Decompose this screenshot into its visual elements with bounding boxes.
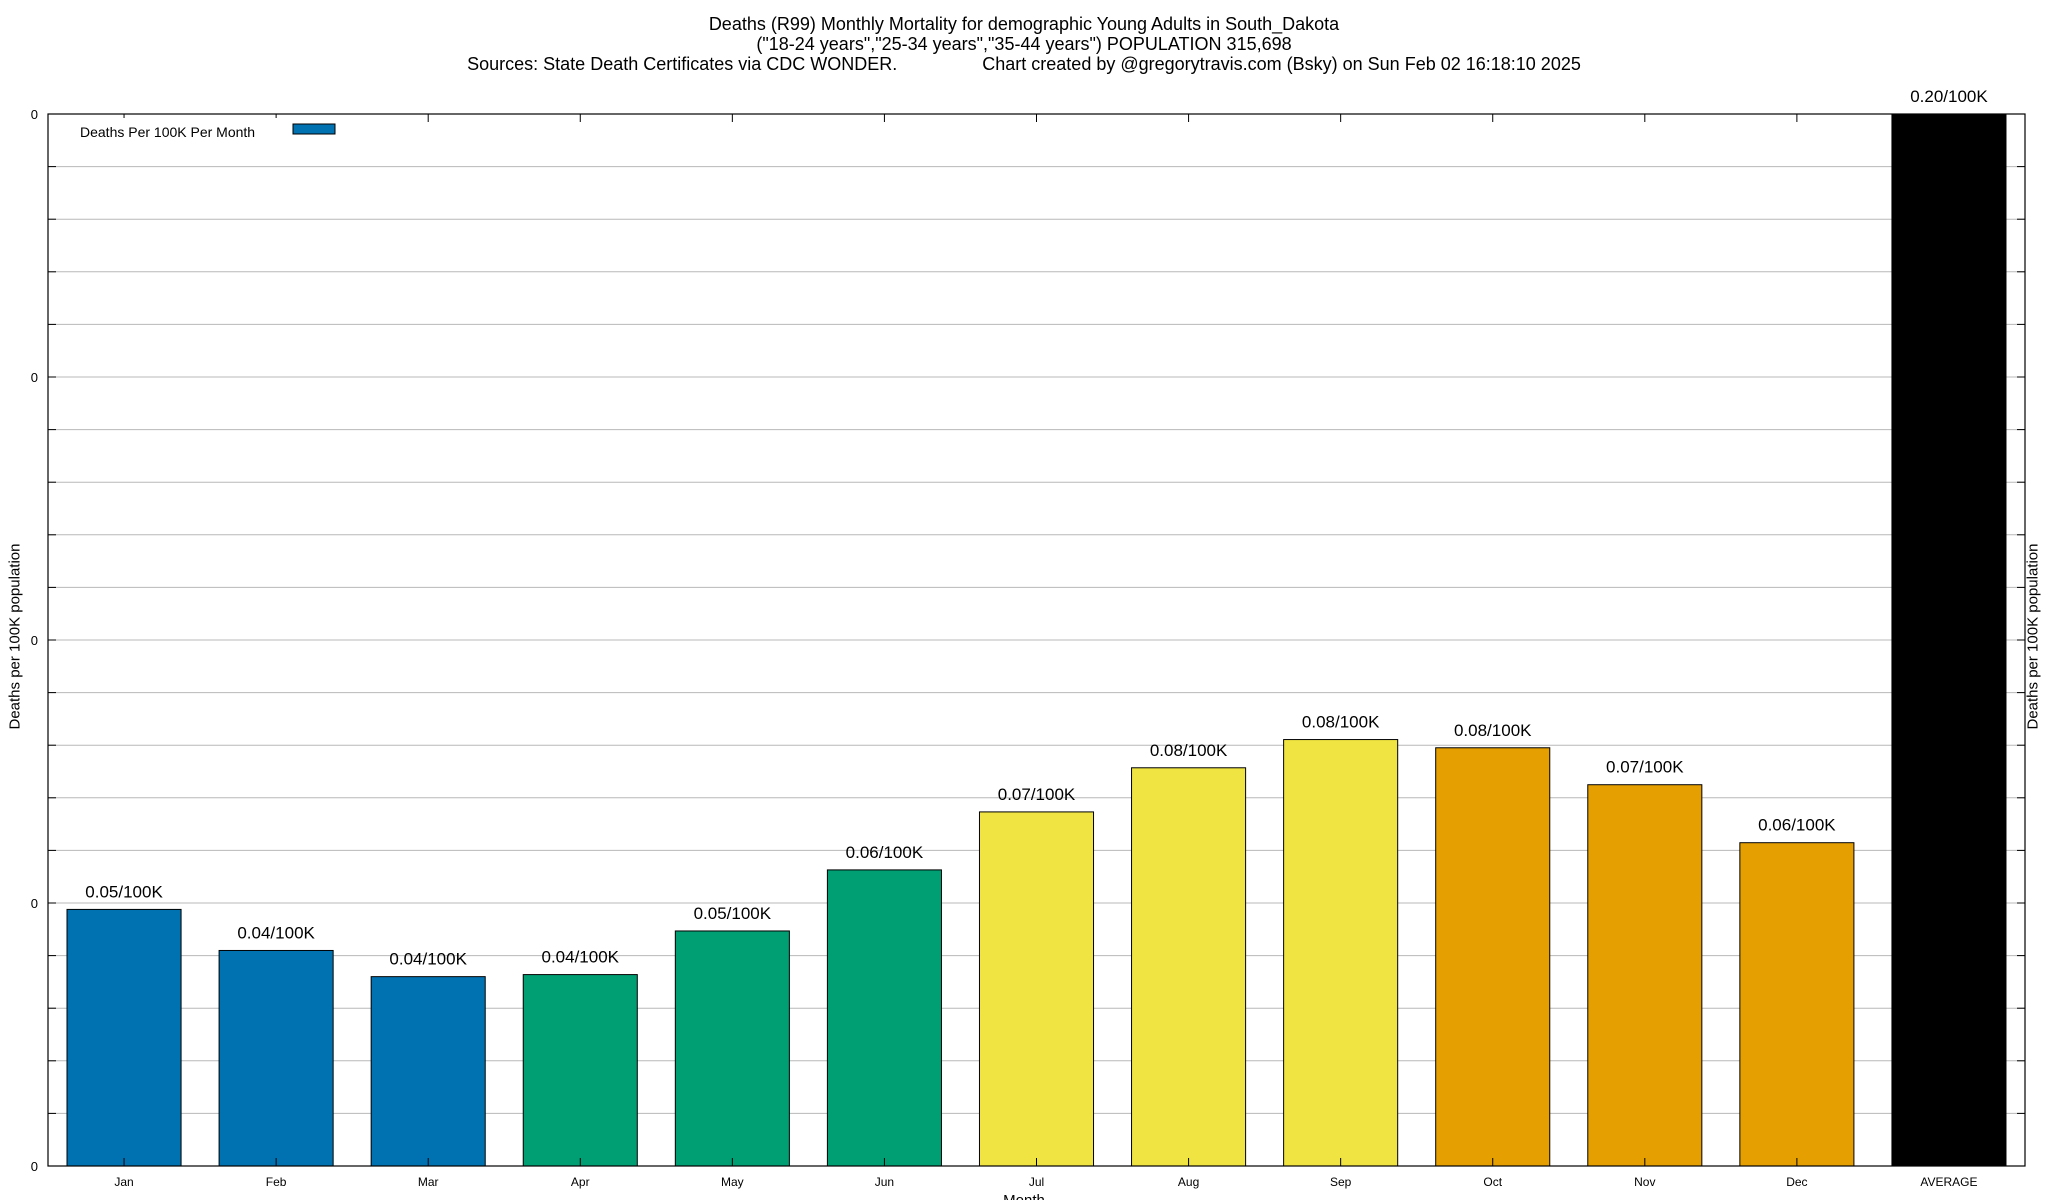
data-label: 0.05/100K: [694, 904, 772, 923]
y-tick-label: 0: [31, 1159, 38, 1174]
x-tick-label: Sep: [1330, 1175, 1352, 1189]
x-tick-label: Nov: [1634, 1175, 1655, 1189]
bar-mar: [370, 976, 486, 1167]
data-label: 0.08/100K: [1150, 741, 1228, 760]
bar-jul: [978, 811, 1095, 1167]
x-tick-label: Jul: [1029, 1175, 1044, 1189]
data-label: 0.08/100K: [1302, 713, 1380, 732]
x-tick-label: Jan: [114, 1175, 133, 1189]
data-label: 0.20/100K: [1910, 87, 1988, 106]
x-tick-label: Feb: [266, 1175, 287, 1189]
bar-oct: [1435, 747, 1551, 1167]
plot-frame: [47, 113, 2026, 1167]
data-label: 0.04/100K: [389, 950, 467, 969]
x-tick-label: AVERAGE: [1920, 1175, 1977, 1189]
data-label: 0.08/100K: [1454, 721, 1532, 740]
bar-sep: [1283, 739, 1399, 1167]
x-tick-label: Apr: [571, 1175, 590, 1189]
axis-ticks: 0 0 0 0 0 Jan Feb Mar Apr May Jun Jul Aug Sep Oct Nov De…: [31, 107, 2025, 1189]
legend-swatch: [292, 123, 336, 135]
x-tick-label: Mar: [418, 1175, 439, 1189]
data-label: 0.04/100K: [237, 923, 315, 942]
chart-subtitle: ("18-24 years","25-34 years","35-44 year…: [756, 34, 1292, 54]
bar-average: [1891, 113, 2007, 1167]
data-label: 0.05/100K: [85, 882, 163, 901]
x-tick-label: Oct: [1483, 1175, 1502, 1189]
y-tick-label: 0: [31, 896, 38, 911]
chart-title: Deaths (R99) Monthly Mortality for demog…: [708, 14, 1340, 34]
bar-aug: [1131, 767, 1247, 1167]
y-tick-label: 0: [31, 633, 38, 648]
chart-source-line: Sources: State Death Certificates via CD…: [467, 54, 1581, 74]
x-tick-label: Aug: [1178, 1175, 1199, 1189]
x-tick-label: May: [721, 1175, 744, 1189]
data-label: 0.06/100K: [846, 843, 924, 862]
bar-jun: [826, 869, 942, 1167]
y-tick-label: 0: [31, 370, 38, 385]
bar-apr: [522, 974, 638, 1167]
legend: Deaths Per 100K Per Month: [54, 118, 390, 144]
x-tick-label: Jun: [875, 1175, 894, 1189]
data-label: 0.06/100K: [1758, 816, 1836, 835]
data-label: 0.07/100K: [1606, 758, 1684, 777]
data-label: 0.07/100K: [998, 785, 1076, 804]
x-axis-label: Month: [924, 1192, 1124, 1200]
legend-label: Deaths Per 100K Per Month: [80, 124, 255, 140]
value-labels: 0.05/100K 0.04/100K 0.04/100K 0.04/100K 0.05…: [85, 87, 1988, 969]
bar-nov: [1587, 784, 1703, 1167]
bar-may: [674, 930, 790, 1167]
y-tick-label: 0: [31, 107, 38, 122]
x-tick-label: Dec: [1786, 1175, 1807, 1189]
bar-dec: [1739, 842, 1855, 1167]
bar-feb: [218, 949, 334, 1167]
bar-jan: [66, 908, 182, 1167]
bars: [66, 113, 2007, 1167]
data-label: 0.04/100K: [542, 948, 620, 967]
